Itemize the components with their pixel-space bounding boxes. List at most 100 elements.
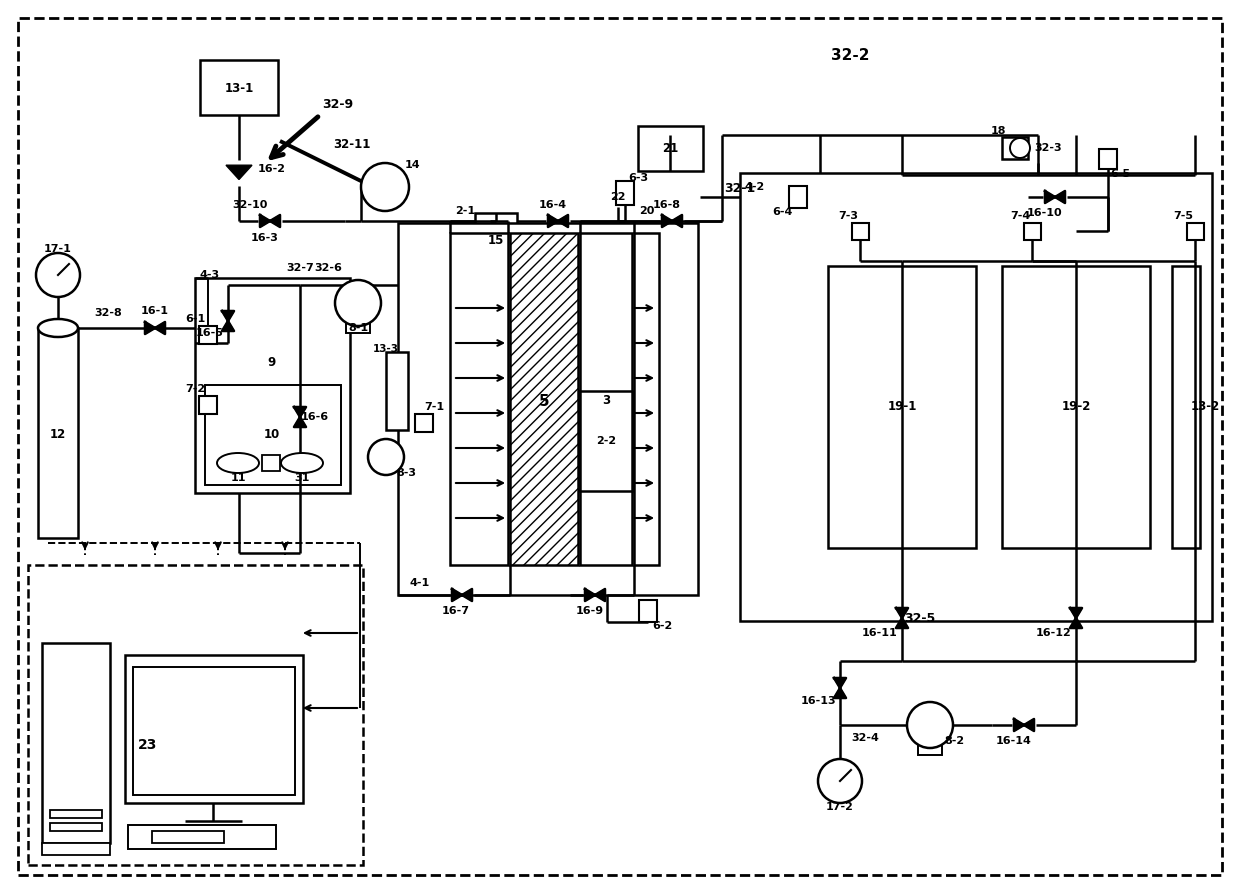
Polygon shape [548,215,568,227]
Circle shape [906,702,954,748]
Polygon shape [1045,191,1065,203]
Polygon shape [835,678,846,698]
Text: 32-11: 32-11 [334,138,371,152]
Text: 14: 14 [404,160,420,170]
Text: 2-1: 2-1 [455,206,475,216]
Polygon shape [1070,608,1083,628]
Text: 18: 18 [991,126,1006,136]
Bar [1023,222,1040,239]
Circle shape [361,163,409,211]
Text: 13-2: 13-2 [1190,399,1220,413]
Text: 16-9: 16-9 [575,606,604,616]
Text: 16-2: 16-2 [258,164,286,174]
Polygon shape [260,215,280,227]
Text: 8-1: 8-1 [348,323,368,333]
Bar [346,315,370,333]
Text: 19-2: 19-2 [1061,399,1091,413]
Bar [128,825,277,849]
Text: 4-3: 4-3 [200,270,221,280]
Text: 32-5: 32-5 [904,612,936,624]
Text: 16-8: 16-8 [653,200,681,210]
Polygon shape [453,589,472,601]
Bar [398,223,698,595]
Text: 3: 3 [601,395,610,407]
Text: 7-5: 7-5 [1173,211,1193,221]
Text: 16-13: 16-13 [800,696,836,706]
Circle shape [818,759,862,803]
Text: 16-6: 16-6 [301,412,329,422]
Bar [639,600,657,622]
Text: 32-2: 32-2 [831,47,869,63]
Bar [580,233,632,565]
Bar [195,278,350,493]
Ellipse shape [38,319,78,337]
Bar [828,266,976,548]
Text: 16-7: 16-7 [441,606,470,616]
Ellipse shape [217,453,259,473]
Text: 9: 9 [268,356,277,370]
Bar [51,657,79,679]
Text: 17-2: 17-2 [826,802,854,812]
Bar [450,233,508,565]
Polygon shape [222,311,234,331]
Text: 32-6: 32-6 [314,263,342,273]
Bar [198,396,217,414]
Bar [38,328,78,538]
Text: 6-1: 6-1 [185,314,205,324]
Bar [1002,137,1028,159]
Text: 4-1: 4-1 [410,578,430,588]
Text: 32-1: 32-1 [724,181,755,195]
Bar [50,810,102,818]
Text: 7-4: 7-4 [1009,211,1030,221]
Polygon shape [145,322,165,334]
Text: 22: 22 [610,192,626,202]
Ellipse shape [281,453,322,473]
Circle shape [36,253,81,297]
Bar [200,60,278,115]
Text: 32-3: 32-3 [1034,143,1061,153]
Text: 11: 11 [231,473,246,483]
Text: 7-1: 7-1 [424,402,444,412]
Text: 6-2: 6-2 [652,621,672,631]
Text: 2-2: 2-2 [596,436,616,446]
Polygon shape [294,407,306,427]
Bar [133,667,295,795]
Bar [29,565,363,865]
Text: 16-1: 16-1 [141,306,169,316]
Bar [42,643,110,843]
Text: 16-11: 16-11 [862,628,898,638]
Text: 16-10: 16-10 [1027,208,1061,218]
Text: 17-1: 17-1 [45,244,72,254]
Polygon shape [897,608,908,628]
Bar [852,222,868,239]
Bar [42,843,110,855]
Text: 31: 31 [294,473,310,483]
Text: 16-12: 16-12 [1037,628,1071,638]
Bar [386,352,408,430]
Text: 15: 15 [487,235,505,247]
Bar [1099,149,1117,169]
Bar [475,213,517,268]
Text: 8-2: 8-2 [944,736,963,746]
Bar [1187,222,1204,239]
Bar [205,385,341,485]
Text: 13-1: 13-1 [224,81,254,95]
Text: 21: 21 [662,143,678,155]
Bar [616,181,634,205]
Bar [639,126,703,171]
Polygon shape [1014,719,1034,731]
Text: 32-4: 32-4 [851,733,879,743]
Bar [580,391,632,491]
Bar [153,831,224,843]
Text: 7-2: 7-2 [185,384,205,394]
Bar [634,233,658,565]
Text: 13-3: 13-3 [373,344,399,354]
Text: 19-1: 19-1 [888,399,916,413]
Bar [262,455,280,471]
Text: 10: 10 [264,429,280,441]
Bar [50,823,102,831]
Circle shape [1011,138,1030,158]
Text: 12: 12 [50,429,66,441]
Text: 32-10: 32-10 [232,200,268,210]
Bar [125,655,303,803]
